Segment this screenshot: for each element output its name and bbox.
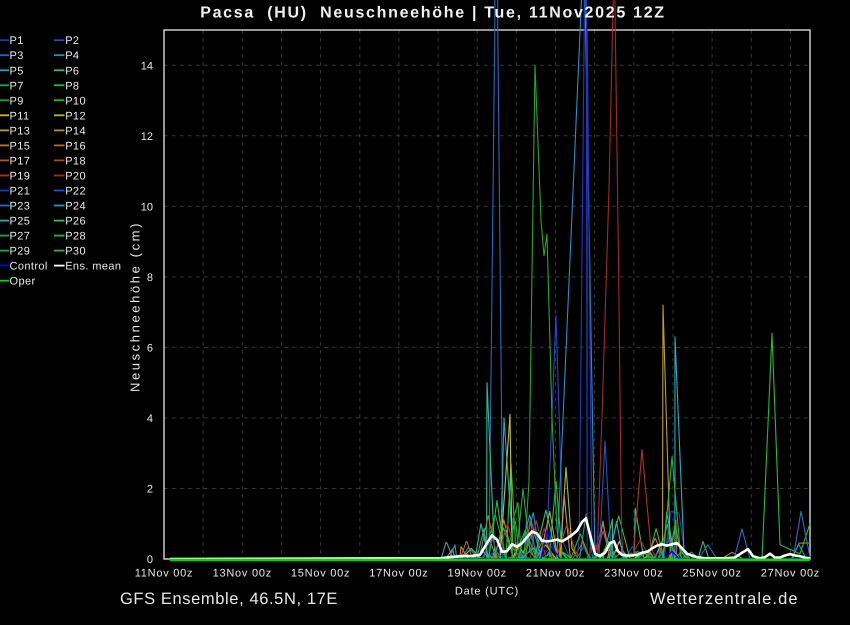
svg-text:P10: P10 — [65, 95, 86, 107]
svg-text:P1: P1 — [10, 35, 24, 47]
svg-text:P22: P22 — [65, 186, 86, 198]
svg-text:Pacsa (HU) Neuschneehöhe | T: Pacsa (HU) Neuschneehöhe | Tue, 11Nov202… — [200, 5, 666, 22]
svg-text:0: 0 — [147, 554, 153, 566]
svg-text:P28: P28 — [65, 231, 86, 243]
svg-text:P27: P27 — [10, 231, 31, 243]
svg-text:P2: P2 — [65, 35, 79, 47]
svg-text:8: 8 — [147, 272, 153, 284]
svg-text:P30: P30 — [65, 246, 86, 258]
svg-text:P16: P16 — [65, 140, 86, 152]
svg-text:P4: P4 — [65, 50, 79, 62]
svg-text:P9: P9 — [10, 95, 24, 107]
svg-text:P7: P7 — [10, 80, 24, 92]
svg-text:P11: P11 — [10, 110, 30, 122]
svg-text:27Nov 00z: 27Nov 00z — [761, 567, 820, 579]
svg-text:14: 14 — [141, 60, 153, 72]
svg-text:P26: P26 — [65, 216, 86, 228]
svg-text:21Nov 00z: 21Nov 00z — [526, 567, 585, 579]
svg-text:Wetterzentrale.de: Wetterzentrale.de — [650, 590, 799, 608]
svg-text:12: 12 — [141, 131, 153, 143]
svg-text:13Nov 00z: 13Nov 00z — [213, 567, 272, 579]
svg-text:Neuschneehöhe (cm): Neuschneehöhe (cm) — [128, 221, 143, 392]
svg-text:P24: P24 — [65, 201, 86, 213]
svg-text:11Nov 00z: 11Nov 00z — [135, 567, 194, 579]
svg-text:2: 2 — [147, 484, 153, 496]
svg-text:P19: P19 — [10, 171, 31, 183]
svg-text:P23: P23 — [10, 201, 31, 213]
svg-text:P13: P13 — [10, 125, 31, 137]
svg-text:P8: P8 — [65, 80, 79, 92]
svg-text:P17: P17 — [10, 155, 31, 167]
svg-text:Ens. mean: Ens. mean — [65, 261, 121, 273]
svg-text:23Nov 00z: 23Nov 00z — [604, 567, 663, 579]
svg-text:P21: P21 — [10, 186, 31, 198]
svg-text:Oper: Oper — [10, 276, 36, 288]
svg-text:P5: P5 — [10, 65, 24, 77]
svg-text:P20: P20 — [65, 171, 86, 183]
svg-text:P12: P12 — [65, 110, 86, 122]
svg-text:P15: P15 — [10, 140, 31, 152]
svg-text:P18: P18 — [65, 155, 86, 167]
svg-text:17Nov 00z: 17Nov 00z — [369, 567, 428, 579]
svg-text:25Nov 00z: 25Nov 00z — [682, 567, 741, 579]
svg-text:P14: P14 — [65, 125, 86, 137]
svg-text:P25: P25 — [10, 216, 31, 228]
svg-text:10: 10 — [141, 201, 153, 213]
svg-text:19Nov 00z: 19Nov 00z — [448, 567, 507, 579]
svg-text:GFS Ensemble, 46.5N, 17E: GFS Ensemble, 46.5N, 17E — [120, 590, 338, 608]
svg-text:P6: P6 — [65, 65, 79, 77]
svg-text:15Nov 00z: 15Nov 00z — [291, 567, 350, 579]
svg-text:6: 6 — [147, 342, 153, 354]
svg-text:P29: P29 — [10, 246, 31, 258]
svg-text:Date (UTC): Date (UTC) — [455, 586, 519, 598]
svg-text:4: 4 — [147, 413, 153, 425]
svg-text:P3: P3 — [10, 50, 24, 62]
svg-text:Control: Control — [10, 261, 48, 273]
